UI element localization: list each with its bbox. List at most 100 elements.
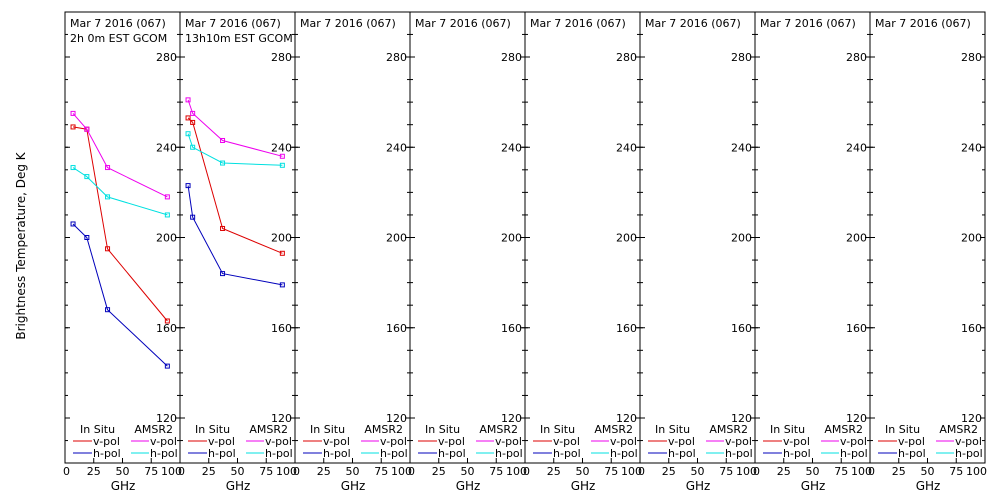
data-point-amsr2-h-pol	[190, 144, 196, 150]
data-point-in-situ-v-pol	[185, 115, 191, 121]
y-tick-label: 280	[616, 51, 637, 64]
legend-amsr2-header: AMSR2	[364, 423, 403, 436]
y-tick-label: 280	[271, 51, 292, 64]
legend-amsr2-hpol-label: h-pol	[725, 447, 753, 460]
x-tick-label: 75	[259, 465, 273, 478]
y-tick-label: 240	[846, 141, 867, 154]
panel-title: Mar 7 2016 (067)	[70, 17, 166, 30]
x-axis-label: GHz	[686, 479, 711, 493]
x-tick-label: 25	[87, 465, 101, 478]
legend-insitu-vpol-label: v-pol	[93, 435, 120, 448]
y-tick-label: 200	[846, 232, 867, 245]
data-point-in-situ-h-pol	[185, 183, 191, 189]
y-tick-label: 200	[386, 232, 407, 245]
data-point-amsr2-v-pol	[220, 137, 226, 143]
legend-insitu-vpol-label: v-pol	[323, 435, 350, 448]
legend-amsr2-vpol-label: v-pol	[610, 435, 637, 448]
legend-insitu-vpol-label: v-pol	[783, 435, 810, 448]
y-tick-label: 280	[386, 51, 407, 64]
panel-title: Mar 7 2016 (067)	[530, 17, 626, 30]
data-point-in-situ-h-pol	[190, 214, 196, 220]
y-tick-label: 120	[731, 412, 752, 425]
x-axis-label: GHz	[456, 479, 481, 493]
y-tick-label: 200	[616, 232, 637, 245]
panel-subtitle: 13h10m EST GCOM	[185, 32, 293, 45]
chart-panel-1: Mar 7 2016 (067) 2h 0m EST GCOM 120 160 200 2…	[63, 11, 182, 493]
y-tick-label: 120	[386, 412, 407, 425]
x-axis-label: GHz	[111, 479, 136, 493]
x-tick-label: 100	[506, 465, 527, 478]
y-tick-label: 120	[961, 412, 982, 425]
legend-in-situ-header: In Situ	[770, 423, 805, 436]
panel-title: Mar 7 2016 (067)	[185, 17, 281, 30]
x-tick-label: 0	[753, 465, 760, 478]
y-tick-label: 200	[961, 232, 982, 245]
x-tick-label: 50	[691, 465, 705, 478]
series-line-in-situ-v-pol	[72, 126, 168, 322]
x-axis-label: GHz	[916, 479, 941, 493]
x-tick-label: 100	[621, 465, 642, 478]
panel-title: Mar 7 2016 (067)	[760, 17, 856, 30]
data-point-in-situ-v-pol	[279, 250, 285, 256]
x-tick-label: 0	[638, 465, 645, 478]
x-tick-label: 0	[408, 465, 415, 478]
x-tick-label: 75	[374, 465, 388, 478]
legend-insitu-hpol-label: h-pol	[553, 447, 581, 460]
x-tick-label: 50	[921, 465, 935, 478]
data-point-amsr2-v-pol	[105, 165, 111, 171]
y-tick-label: 120	[271, 412, 292, 425]
data-point-amsr2-h-pol	[84, 174, 90, 180]
data-point-in-situ-v-pol	[105, 246, 111, 252]
legend-insitu-hpol-label: h-pol	[668, 447, 696, 460]
legend-amsr2-vpol-label: v-pol	[265, 435, 292, 448]
legend-in-situ-header: In Situ	[885, 423, 920, 436]
legend-in-situ-header: In Situ	[425, 423, 460, 436]
data-point-amsr2-h-pol	[279, 162, 285, 168]
legend-amsr2-hpol-label: h-pol	[495, 447, 523, 460]
x-tick-label: 0	[523, 465, 530, 478]
legend-insitu-vpol-label: v-pol	[208, 435, 235, 448]
legend-insitu-vpol-label: v-pol	[668, 435, 695, 448]
legend-amsr2-vpol-label: v-pol	[725, 435, 752, 448]
legend-in-situ-header: In Situ	[540, 423, 575, 436]
data-point-in-situ-h-pol	[279, 282, 285, 288]
legend-insitu-vpol-label: v-pol	[553, 435, 580, 448]
y-tick-label: 240	[156, 141, 177, 154]
legend-amsr2-hpol-label: h-pol	[955, 447, 983, 460]
y-tick-label: 160	[731, 322, 752, 335]
data-point-in-situ-h-pol	[84, 235, 90, 240]
data-point-amsr2-h-pol	[185, 131, 191, 137]
x-tick-label: 75	[834, 465, 848, 478]
data-point-in-situ-h-pol	[164, 363, 170, 369]
legend-insitu-hpol-label: h-pol	[783, 447, 811, 460]
data-point-amsr2-v-pol	[190, 110, 196, 116]
series-line-in-situ-v-pol	[187, 117, 283, 254]
y-tick-label: 120	[501, 412, 522, 425]
x-tick-label: 100	[161, 465, 182, 478]
chart-panel-7: Mar 7 2016 (067) 120 160 200 240 280 0 25 50 75 10…	[753, 11, 872, 493]
x-tick-label: 50	[806, 465, 820, 478]
y-tick-label: 200	[731, 232, 752, 245]
data-point-in-situ-v-pol	[70, 124, 76, 130]
x-axis-label: GHz	[341, 479, 366, 493]
legend-insitu-hpol-label: h-pol	[898, 447, 926, 460]
x-tick-label: 100	[276, 465, 297, 478]
data-point-amsr2-v-pol	[185, 97, 191, 103]
legend-amsr2-vpol-label: v-pol	[955, 435, 982, 448]
legend-amsr2-hpol-label: h-pol	[265, 447, 293, 460]
x-tick-label: 50	[116, 465, 130, 478]
y-tick-label: 200	[271, 232, 292, 245]
x-tick-label: 75	[604, 465, 618, 478]
panel-subtitle: 2h 0m EST GCOM	[70, 32, 167, 45]
data-point-amsr2-v-pol	[70, 110, 76, 116]
x-tick-label: 75	[144, 465, 158, 478]
data-point-in-situ-v-pol	[164, 318, 170, 324]
legend-amsr2-header: AMSR2	[249, 423, 288, 436]
x-tick-label: 100	[736, 465, 757, 478]
y-tick-label: 120	[846, 412, 867, 425]
data-point-amsr2-v-pol	[84, 126, 90, 132]
legend-in-situ-header: In Situ	[80, 423, 115, 436]
legend-insitu-vpol-label: v-pol	[438, 435, 465, 448]
x-tick-label: 100	[851, 465, 872, 478]
data-point-amsr2-h-pol	[164, 212, 170, 218]
